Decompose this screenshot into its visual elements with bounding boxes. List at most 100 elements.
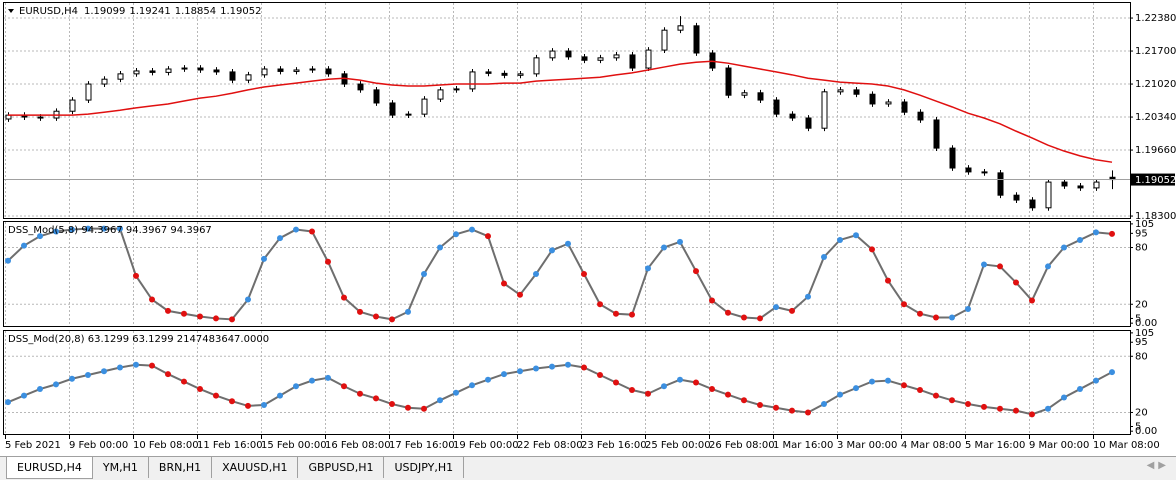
- time-label: 10 Feb 08:00: [133, 440, 199, 451]
- dss-dot: [117, 364, 123, 371]
- tab[interactable]: GBPUSD,H1: [298, 457, 385, 478]
- dss-dot: [133, 272, 139, 279]
- candle-body: [69, 99, 76, 112]
- dss-dot: [261, 255, 267, 262]
- time-label: 15 Feb 00:00: [261, 440, 327, 451]
- dss-pane-2: [3, 330, 1131, 435]
- dss-dot: [165, 307, 171, 314]
- dss-dot: [549, 363, 555, 370]
- candle-body: [629, 54, 636, 69]
- tab[interactable]: BRN,H1: [149, 457, 213, 478]
- dss-dot: [21, 242, 27, 249]
- y-tick-label: 20: [1135, 407, 1148, 418]
- candle-body: [725, 67, 732, 96]
- y-tick-label: 1.18300: [1135, 211, 1176, 222]
- dss-dot: [341, 294, 347, 301]
- dss-dot: [789, 307, 795, 314]
- candle-body: [901, 101, 908, 113]
- dss-dot: [917, 310, 923, 317]
- candle-body: [517, 73, 524, 76]
- dss-dot: [485, 233, 491, 240]
- main-header: EURUSD,H4 1.19099 1.19241 1.18854 1.19052: [19, 6, 261, 17]
- dss-dot: [149, 296, 155, 303]
- candle-body: [165, 68, 172, 73]
- candle-body: [101, 78, 108, 85]
- dss-dot: [501, 371, 507, 378]
- dss-dot: [901, 382, 907, 389]
- candle-body: [885, 101, 892, 105]
- dss-dot: [677, 238, 683, 245]
- candle-body: [501, 72, 508, 76]
- time-label: 3 Mar 00:00: [837, 440, 897, 451]
- time-label: 4 Mar 08:00: [901, 440, 961, 451]
- dss-dot: [805, 293, 811, 300]
- candle-body: [757, 92, 764, 101]
- candle-body: [565, 50, 572, 58]
- dss-dot: [5, 257, 11, 264]
- dss-dot: [709, 386, 715, 393]
- tab[interactable]: EURUSD,H4: [6, 457, 93, 479]
- candle-body: [309, 68, 316, 71]
- candle-body: [1029, 199, 1036, 209]
- dss-dot: [581, 271, 587, 277]
- tab[interactable]: XAUUSD,H1: [212, 457, 299, 478]
- dss-dot: [197, 313, 203, 320]
- candle-body: [245, 74, 252, 81]
- dss-dot: [229, 398, 235, 405]
- dss-dot: [469, 226, 475, 233]
- dss-dot: [389, 316, 395, 323]
- candle-body: [373, 89, 380, 104]
- time-label: 10 Mar 08:00: [1093, 440, 1160, 451]
- dss-dot: [597, 301, 603, 308]
- dss-dot: [245, 402, 251, 409]
- candle-body: [949, 147, 956, 169]
- candle-body: [277, 68, 284, 72]
- dss-dot: [709, 297, 715, 304]
- tab[interactable]: USDJPY,H1: [384, 457, 465, 478]
- y-tick-label: 5: [1135, 313, 1141, 324]
- dss-dot: [757, 401, 763, 408]
- candle-body: [533, 57, 540, 75]
- y-tick-label: 80: [1135, 243, 1148, 254]
- price-box: [1131, 173, 1175, 186]
- dss-dot: [69, 375, 75, 382]
- dss-dot: [837, 391, 843, 398]
- candle-body: [117, 73, 124, 80]
- dss-dot: [117, 225, 123, 232]
- candle-body: [709, 52, 716, 69]
- candle-body: [37, 116, 44, 119]
- terminal-chart: EURUSD,H4 1.19099 1.19241 1.18854 1.19052 DS…: [3, 2, 1176, 451]
- dss-dot: [277, 392, 283, 399]
- tab[interactable]: YM,H1: [93, 457, 149, 478]
- dss-dot: [1045, 263, 1051, 270]
- candle-body: [853, 89, 860, 95]
- candle-body: [485, 71, 492, 74]
- menu-arrow[interactable]: [8, 9, 14, 13]
- candle-body: [645, 49, 652, 69]
- close-value: 1.19052: [220, 6, 261, 17]
- dss-dot: [453, 231, 459, 238]
- dss-dot: [181, 310, 187, 317]
- candle-body: [149, 70, 156, 73]
- tab-scroll[interactable]: ◀▶: [1146, 460, 1170, 471]
- y-tick-label: 1.19660: [1135, 145, 1176, 156]
- dss-header: DSS_Mod(5,8) 94.3967 94.3967 94.3967: [8, 225, 212, 236]
- y-tick-label: 5: [1135, 422, 1141, 433]
- symbol: EURUSD,H4: [19, 6, 78, 17]
- dss-dot: [357, 390, 363, 397]
- dss-dot: [69, 226, 75, 233]
- candle-body: [869, 93, 876, 105]
- y-tick-label: 1.21020: [1135, 79, 1176, 90]
- dss-dot: [773, 304, 779, 311]
- candle-body: [133, 70, 140, 75]
- dss-dot: [901, 301, 907, 308]
- dss-dot: [725, 391, 731, 398]
- symbol-tabs: EURUSD,H4 YM,H1 BRN,H1 XAUUSD,H1 GBPUSD,H1 US…: [0, 456, 1176, 480]
- dss-dot: [629, 386, 635, 393]
- dss-dot: [741, 397, 747, 404]
- dss-dot: [517, 368, 523, 375]
- dss-dot: [821, 401, 827, 408]
- dss-dot: [1013, 279, 1019, 286]
- candle-body: [1093, 181, 1100, 189]
- dss-dot: [213, 315, 219, 322]
